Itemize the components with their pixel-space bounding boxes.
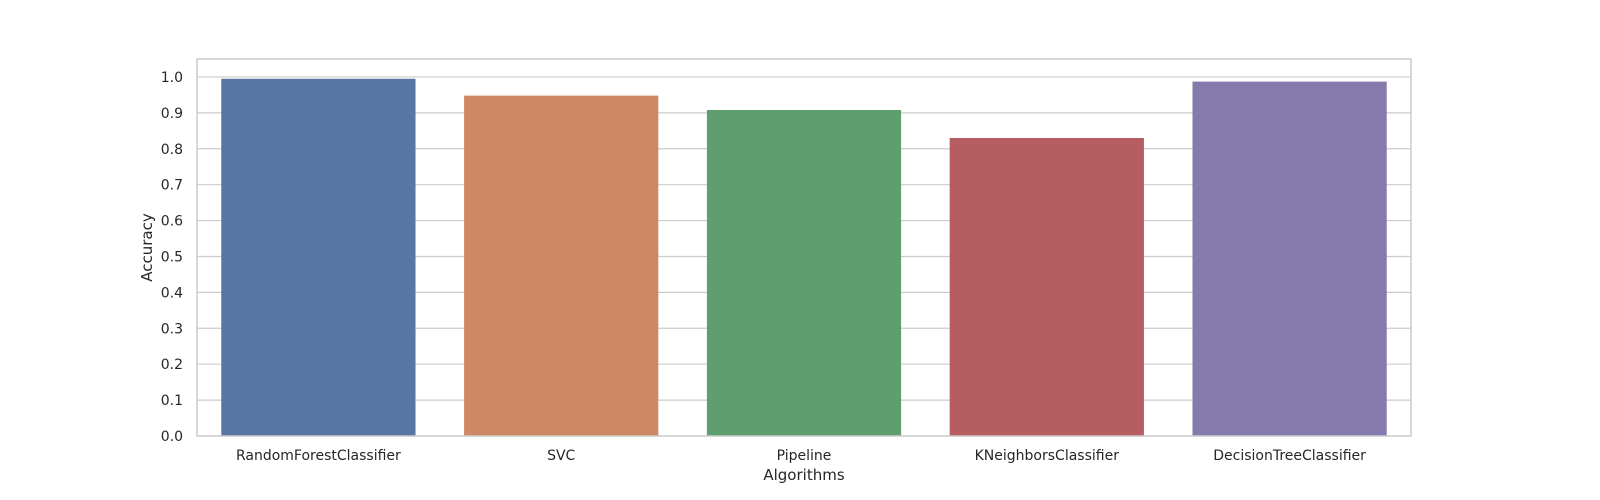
y-tick-label: 0.6: [161, 214, 183, 230]
y-tick-label: 0.5: [161, 249, 183, 265]
bar-svc: [464, 95, 659, 436]
plot-frame: [196, 58, 1412, 437]
y-tick-label: 0.1: [161, 393, 183, 409]
bar-kneighborsclassifier: [949, 137, 1144, 436]
x-tick-label: DecisionTreeClassifier: [1213, 448, 1366, 464]
y-tick-label: 0.7: [161, 178, 183, 194]
bars: [221, 78, 1387, 437]
y-tick-label: 0.3: [161, 321, 183, 337]
x-tick-label: RandomForestClassifier: [236, 448, 401, 464]
y-tick-label: 0.0: [161, 429, 183, 445]
y-tick-label: 0.2: [161, 357, 183, 373]
y-axis-label: Accuracy: [138, 213, 156, 282]
y-tick-label: 0.8: [161, 142, 183, 158]
bar-decisiontreeclassifier: [1192, 81, 1387, 437]
y-tick-label: 1.0: [161, 70, 183, 86]
y-tick-label: 0.9: [161, 106, 183, 122]
x-tick-label: SVC: [547, 448, 575, 464]
x-axis-label: Algorithms: [763, 466, 844, 484]
x-tick-labels: RandomForestClassifier SVC Pipeline KNeighb…: [236, 448, 1366, 464]
y-tick-labels: 0.0 0.1 0.2 0.3 0.4 0.5 0.6 0.7 0.8 0.9 1.0: [161, 70, 183, 445]
bar-randomforestclassifier: [221, 78, 416, 436]
y-tick-label: 0.4: [161, 285, 183, 301]
x-tick-label: KNeighborsClassifier: [975, 448, 1120, 464]
bar-pipeline: [706, 109, 902, 436]
x-tick-label: Pipeline: [777, 448, 832, 464]
